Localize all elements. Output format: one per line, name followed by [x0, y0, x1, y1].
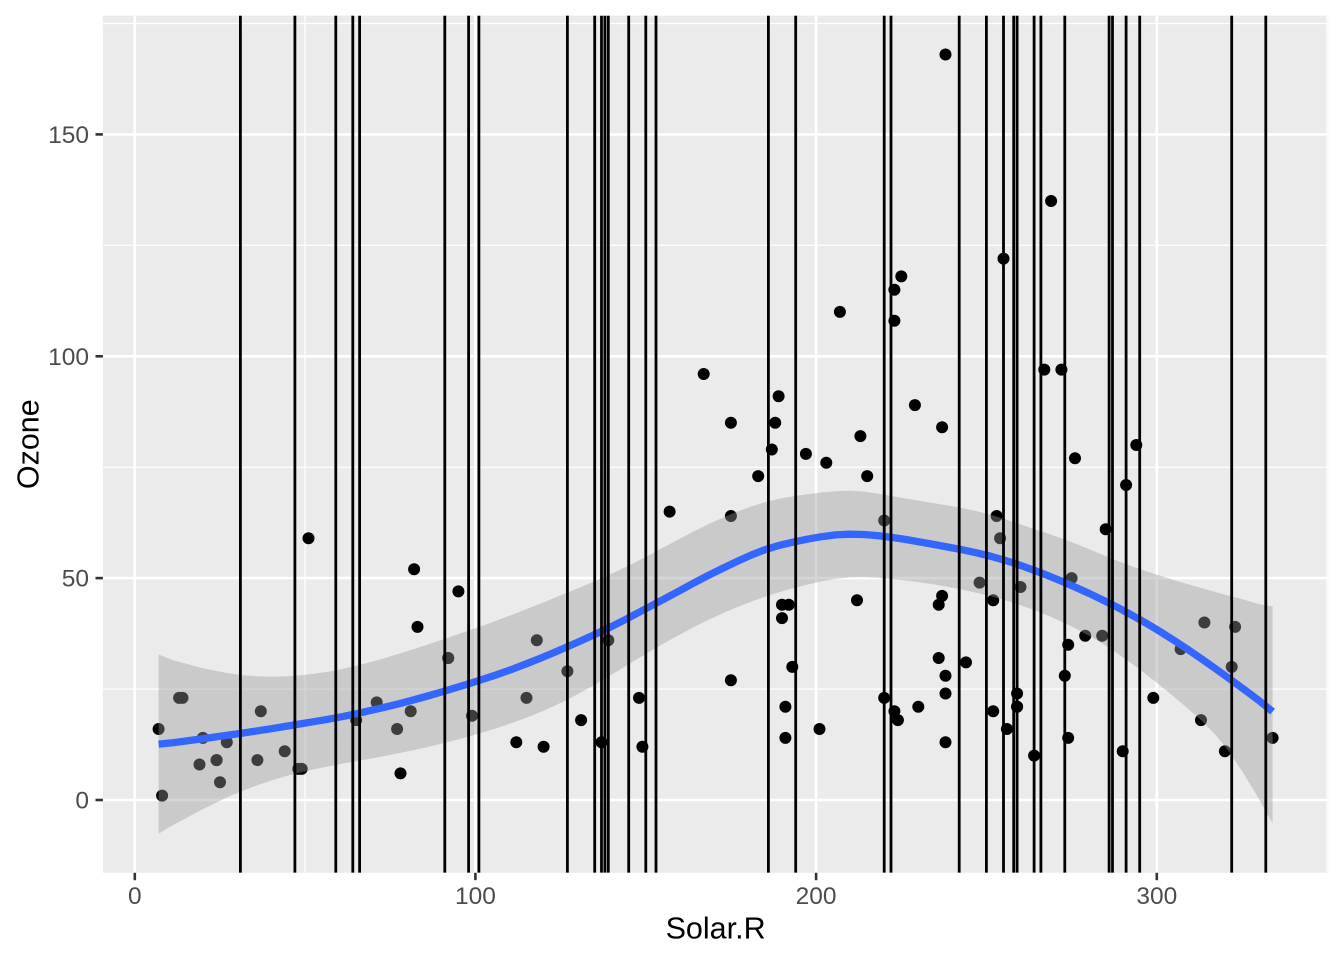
svg-text:150: 150	[48, 122, 89, 149]
svg-text:Solar.R: Solar.R	[666, 912, 766, 946]
svg-text:100: 100	[48, 344, 89, 371]
svg-text:0: 0	[75, 788, 89, 815]
svg-text:50: 50	[62, 566, 89, 593]
svg-text:0: 0	[128, 883, 142, 910]
svg-text:Ozone: Ozone	[12, 399, 46, 489]
svg-text:100: 100	[455, 883, 496, 910]
svg-text:200: 200	[796, 883, 837, 910]
svg-text:300: 300	[1136, 883, 1177, 910]
